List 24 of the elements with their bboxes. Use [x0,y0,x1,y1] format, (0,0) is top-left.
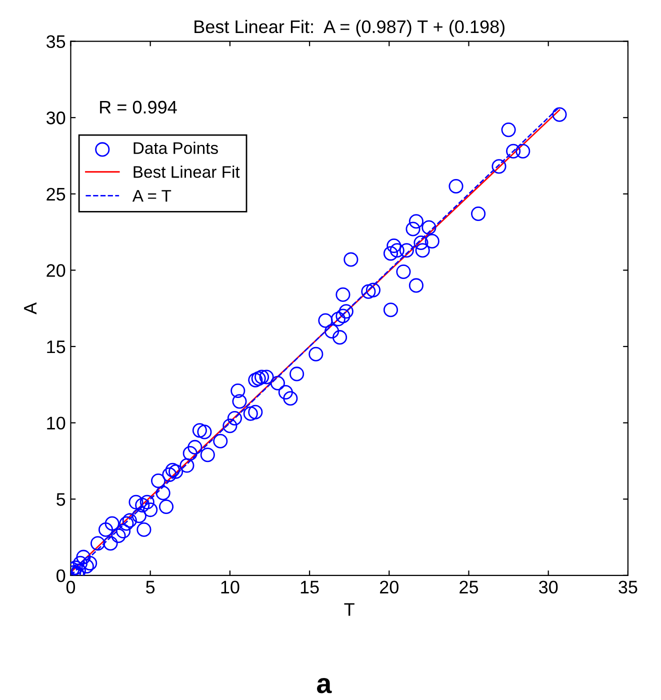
legend-label: Best Linear Fit [134,166,240,178]
y-axis-title: A [24,302,36,314]
x-tick-label: 0 [66,580,76,594]
x-tick-label: 5 [146,580,155,594]
x-tick-label: 10 [221,580,240,594]
x-tick-label: 25 [460,580,478,594]
annotation: R = 0.994 [100,100,177,114]
y-tick-label: 0 [56,569,66,582]
y-tick-label: 15 [47,340,66,354]
x-tick-label: 20 [380,580,398,594]
y-tick-label: 35 [46,35,66,48]
x-tick-label: 30 [538,580,558,594]
y-tick-label: 30 [46,112,66,124]
chart-title: Best Linear Fit: A = (0.987) T + (0.198) [194,20,504,37]
text: a [316,678,332,694]
y-tick-label: 25 [46,188,66,201]
y-tick-label: 20 [46,264,66,277]
y-tick-label: 10 [47,416,66,430]
legend-label: Data Points [134,142,218,154]
legend-label: A = T [132,190,172,202]
x-tick-label: 35 [618,580,638,594]
x-axis-title: T [344,603,354,616]
y-tick-label: 5 [56,493,66,506]
x-tick-label: 15 [300,580,319,594]
